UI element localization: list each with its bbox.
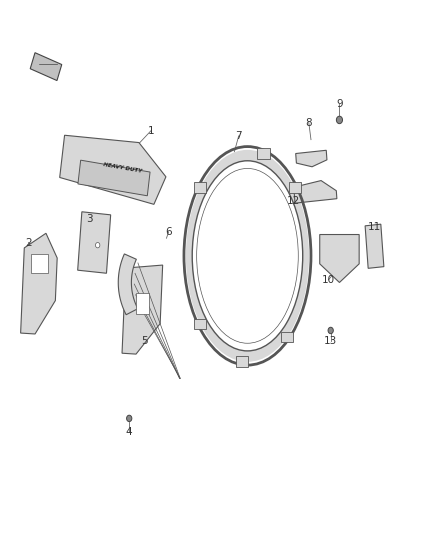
Text: 9: 9 bbox=[336, 99, 343, 109]
Polygon shape bbox=[136, 293, 149, 314]
Polygon shape bbox=[296, 150, 327, 167]
Polygon shape bbox=[122, 265, 162, 354]
Ellipse shape bbox=[186, 150, 309, 362]
Circle shape bbox=[328, 327, 333, 334]
Text: 1: 1 bbox=[148, 126, 155, 135]
Polygon shape bbox=[365, 224, 384, 268]
Text: HEAVY DUTY: HEAVY DUTY bbox=[103, 162, 142, 174]
Text: 2: 2 bbox=[25, 238, 32, 247]
Polygon shape bbox=[78, 160, 150, 196]
Polygon shape bbox=[289, 182, 301, 193]
Polygon shape bbox=[281, 332, 293, 342]
Text: 12: 12 bbox=[287, 197, 300, 206]
Circle shape bbox=[95, 243, 100, 248]
Text: 7: 7 bbox=[235, 131, 242, 141]
Text: 6: 6 bbox=[165, 227, 172, 237]
Polygon shape bbox=[30, 53, 62, 80]
Text: 10: 10 bbox=[322, 275, 335, 285]
Polygon shape bbox=[194, 182, 206, 193]
Text: 3: 3 bbox=[86, 214, 93, 223]
Text: 5: 5 bbox=[141, 336, 148, 346]
Polygon shape bbox=[194, 319, 206, 329]
Polygon shape bbox=[320, 235, 359, 282]
Polygon shape bbox=[236, 356, 248, 367]
Text: 4: 4 bbox=[126, 427, 133, 437]
Polygon shape bbox=[21, 233, 57, 334]
Circle shape bbox=[127, 415, 132, 422]
Text: 8: 8 bbox=[305, 118, 312, 127]
Polygon shape bbox=[294, 181, 337, 203]
Ellipse shape bbox=[192, 161, 303, 351]
Polygon shape bbox=[118, 254, 138, 314]
Polygon shape bbox=[257, 148, 269, 159]
Circle shape bbox=[336, 116, 343, 124]
Polygon shape bbox=[60, 135, 166, 204]
Polygon shape bbox=[31, 254, 48, 273]
Polygon shape bbox=[78, 212, 111, 273]
Text: 13: 13 bbox=[324, 336, 337, 346]
Text: 11: 11 bbox=[368, 222, 381, 231]
